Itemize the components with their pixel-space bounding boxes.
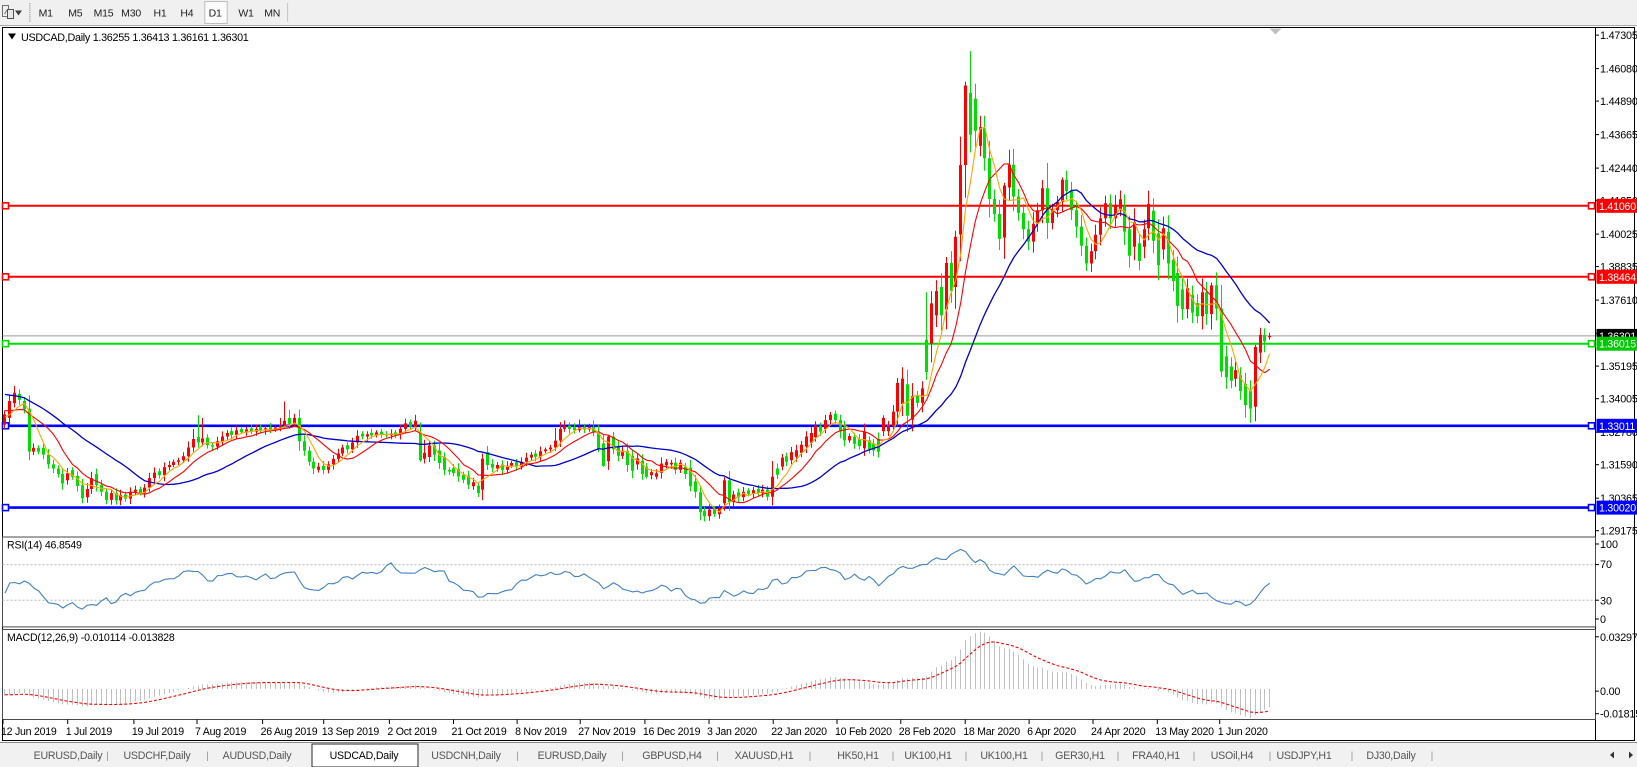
svg-text:|: | bbox=[965, 750, 968, 762]
svg-text:13 Sep 2019: 13 Sep 2019 bbox=[322, 726, 380, 738]
svg-text:|: | bbox=[1193, 750, 1196, 762]
svg-text:EURUSD,Daily: EURUSD,Daily bbox=[538, 750, 608, 762]
svg-text:EURUSD,Daily: EURUSD,Daily bbox=[34, 750, 104, 762]
svg-text:6 Apr 2020: 6 Apr 2020 bbox=[1027, 726, 1076, 738]
svg-text:1.34005: 1.34005 bbox=[1600, 394, 1637, 406]
svg-text:W1: W1 bbox=[238, 8, 254, 20]
svg-text:1.43665: 1.43665 bbox=[1600, 130, 1637, 142]
svg-text:8 Nov 2019: 8 Nov 2019 bbox=[515, 726, 567, 738]
svg-text:1 Jul 2019: 1 Jul 2019 bbox=[66, 726, 113, 738]
svg-text:7 Aug 2019: 7 Aug 2019 bbox=[195, 726, 246, 738]
svg-text:USDJPY,H1: USDJPY,H1 bbox=[1276, 750, 1331, 762]
svg-text:M15: M15 bbox=[94, 8, 114, 20]
svg-text:26 Aug 2019: 26 Aug 2019 bbox=[261, 726, 318, 738]
svg-text:M1: M1 bbox=[39, 8, 54, 20]
svg-text:|: | bbox=[1041, 750, 1044, 762]
svg-text:USOil,H4: USOil,H4 bbox=[1211, 750, 1254, 762]
svg-text:|: | bbox=[892, 750, 895, 762]
svg-text:XAUUSD,H1: XAUUSD,H1 bbox=[735, 750, 794, 762]
svg-text:100: 100 bbox=[1600, 539, 1618, 551]
svg-text:1.33011: 1.33011 bbox=[1599, 421, 1635, 433]
svg-text:H1: H1 bbox=[153, 8, 166, 20]
svg-text:18 Mar 2020: 18 Mar 2020 bbox=[963, 726, 1020, 738]
svg-text:USDCHF,Daily: USDCHF,Daily bbox=[123, 750, 191, 762]
svg-text:1.31590: 1.31590 bbox=[1600, 460, 1637, 472]
svg-text:AUDUSD,Daily: AUDUSD,Daily bbox=[223, 750, 293, 762]
svg-text:24 Apr 2020: 24 Apr 2020 bbox=[1091, 726, 1146, 738]
svg-text:19 Jul 2019: 19 Jul 2019 bbox=[132, 726, 184, 738]
svg-text:0: 0 bbox=[1600, 614, 1606, 626]
svg-text:0.00: 0.00 bbox=[1600, 686, 1620, 698]
svg-text:1.38464: 1.38464 bbox=[1599, 272, 1636, 284]
svg-text:0.032972: 0.032972 bbox=[1600, 632, 1637, 644]
svg-text:MN: MN bbox=[264, 8, 280, 20]
svg-text:GER30,H1: GER30,H1 bbox=[1055, 750, 1105, 762]
svg-text:1.29175: 1.29175 bbox=[1600, 526, 1637, 538]
svg-text:1.36015: 1.36015 bbox=[1599, 339, 1636, 351]
svg-text:|: | bbox=[106, 750, 109, 762]
svg-text:USDCAD,Daily: USDCAD,Daily bbox=[330, 750, 400, 762]
svg-text:1 Jun 2020: 1 Jun 2020 bbox=[1218, 726, 1268, 738]
svg-text:13 May 2020: 13 May 2020 bbox=[1155, 726, 1214, 738]
svg-text:|: | bbox=[621, 750, 624, 762]
svg-text:M5: M5 bbox=[68, 8, 83, 20]
svg-text:1.47305: 1.47305 bbox=[1600, 30, 1637, 42]
svg-text:1.41060: 1.41060 bbox=[1599, 201, 1636, 213]
svg-text:1.42440: 1.42440 bbox=[1600, 163, 1637, 175]
svg-text:21 Oct 2019: 21 Oct 2019 bbox=[452, 726, 507, 738]
svg-text:|: | bbox=[516, 750, 519, 762]
svg-text:28 Feb 2020: 28 Feb 2020 bbox=[899, 726, 956, 738]
svg-text:|: | bbox=[1117, 750, 1120, 762]
svg-text:3 Jan 2020: 3 Jan 2020 bbox=[707, 726, 757, 738]
svg-text:|: | bbox=[716, 750, 719, 762]
svg-text:1.40025: 1.40025 bbox=[1600, 229, 1637, 241]
svg-text:22 Jan 2020: 22 Jan 2020 bbox=[771, 726, 827, 738]
svg-text:1.44890: 1.44890 bbox=[1600, 96, 1637, 108]
svg-text:USDCNH,Daily: USDCNH,Daily bbox=[431, 750, 501, 762]
svg-text:GBPUSD,H4: GBPUSD,H4 bbox=[642, 750, 702, 762]
svg-text:USDCAD,Daily 1.36255 1.36413: USDCAD,Daily 1.36255 1.36413 1.36161 1.3… bbox=[21, 32, 249, 44]
svg-text:12 Jun 2019: 12 Jun 2019 bbox=[1, 726, 57, 738]
svg-text:27 Nov 2019: 27 Nov 2019 bbox=[578, 726, 636, 738]
svg-text:D1: D1 bbox=[209, 8, 222, 20]
svg-text:|: | bbox=[1351, 750, 1354, 762]
svg-text:UK100,H1: UK100,H1 bbox=[904, 750, 952, 762]
svg-text:1.35195: 1.35195 bbox=[1600, 361, 1637, 373]
svg-text:2 Oct 2019: 2 Oct 2019 bbox=[387, 726, 437, 738]
svg-text:UK100,H1: UK100,H1 bbox=[980, 750, 1028, 762]
svg-text:1.30020: 1.30020 bbox=[1599, 503, 1636, 515]
svg-text:RSI(14) 46.8549: RSI(14) 46.8549 bbox=[7, 540, 82, 552]
svg-text:|: | bbox=[1431, 750, 1434, 762]
svg-text:30: 30 bbox=[1600, 595, 1612, 607]
svg-text:70: 70 bbox=[1600, 559, 1612, 571]
svg-text:16 Dec 2019: 16 Dec 2019 bbox=[643, 726, 701, 738]
svg-text:FRA40,H1: FRA40,H1 bbox=[1132, 750, 1180, 762]
svg-text:|: | bbox=[1269, 750, 1272, 762]
svg-text:-0.018154: -0.018154 bbox=[1600, 709, 1637, 721]
svg-text:H4: H4 bbox=[180, 8, 193, 20]
svg-text:DJ30,Daily: DJ30,Daily bbox=[1366, 750, 1416, 762]
svg-text:1.37610: 1.37610 bbox=[1600, 295, 1637, 307]
svg-text:10 Feb 2020: 10 Feb 2020 bbox=[835, 726, 892, 738]
svg-text:1.46080: 1.46080 bbox=[1600, 64, 1637, 76]
svg-text:M30: M30 bbox=[121, 8, 141, 20]
svg-text:|: | bbox=[809, 750, 812, 762]
svg-text:|: | bbox=[206, 750, 209, 762]
svg-text:MACD(12,26,9) -0.010114 -0.013: MACD(12,26,9) -0.010114 -0.013828 bbox=[7, 632, 175, 644]
svg-text:HK50,H1: HK50,H1 bbox=[837, 750, 879, 762]
